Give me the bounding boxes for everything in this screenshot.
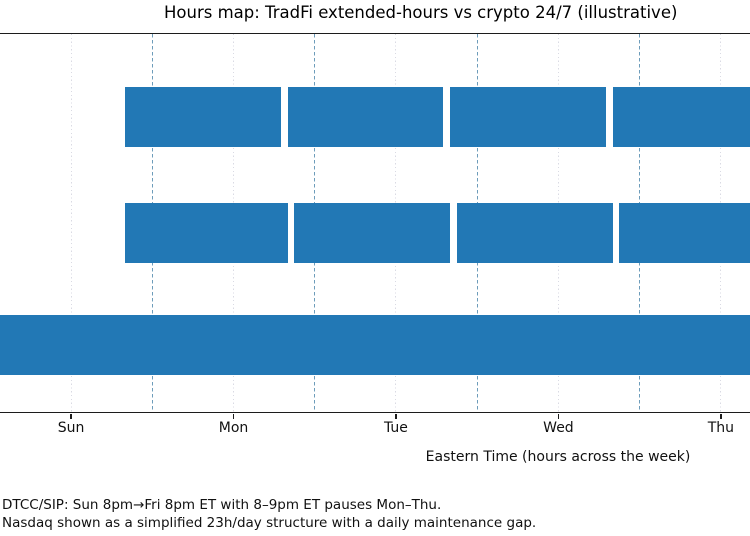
x-tick-label-sun: Sun	[57, 420, 85, 436]
bar-segment-nasdaq-simplified-23h-3	[612, 87, 750, 147]
x-tick-sun	[70, 413, 72, 419]
bar-segment-nasdaq-simplified-23h-2	[450, 87, 606, 147]
top-spine	[0, 33, 750, 35]
chart-title: Hours map: TradFi extended-hours vs cryp…	[164, 3, 678, 22]
x-tick-label-wed: Wed	[543, 420, 574, 436]
plot-area	[0, 34, 750, 412]
caption-dtcc-sip: DTCC/SIP: Sun 8pm→Fri 8pm ET with 8–9pm …	[2, 497, 442, 513]
x-tick-label-mon: Mon	[218, 420, 249, 436]
x-axis-label: Eastern Time (hours across the week)	[425, 449, 691, 465]
bar-segment-dtcc-sip-3	[619, 202, 750, 263]
bar-segment-nasdaq-simplified-23h-1	[287, 87, 444, 147]
bar-segment-nasdaq-simplified-23h-0	[125, 87, 281, 147]
bottom-spine	[0, 412, 750, 414]
x-tick-mon	[232, 413, 235, 419]
x-tick-thu	[720, 413, 722, 419]
bar-segment-dtcc-sip-1	[294, 202, 451, 263]
x-tick-label-thu: Thu	[707, 420, 735, 436]
gridline-noon-0	[70, 34, 72, 412]
x-tick-tue	[395, 413, 397, 419]
bar-segment-dtcc-sip-2	[456, 202, 613, 263]
bar-segment-dtcc-sip-0	[125, 202, 288, 263]
bar-segment-crypto-24-7-0	[0, 315, 750, 375]
x-tick-wed	[557, 413, 560, 419]
caption-nasdaq: Nasdaq shown as a simplified 23h/day str…	[2, 515, 537, 531]
x-tick-label-tue: Tue	[384, 420, 408, 436]
